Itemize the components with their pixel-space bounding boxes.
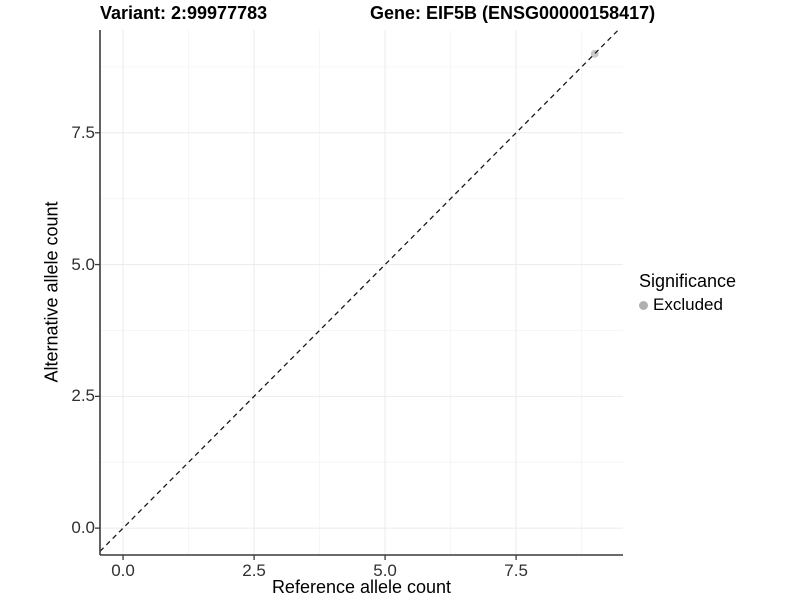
x-tick-label: 2.5 (242, 561, 266, 580)
plot-title-gene: Gene: EIF5B (ENSG00000158417) (370, 3, 656, 23)
y-tick-label: 2.5 (71, 386, 95, 406)
legend: Significance Excluded (639, 271, 736, 315)
legend-title: Significance (639, 271, 737, 291)
x-axis-title: Reference allele count (271, 577, 452, 597)
plot-title-variant: Variant: 2:99977783 (100, 3, 268, 23)
y-tick-label: 5.0 (71, 254, 95, 274)
legend-point-icon (639, 300, 648, 310)
identity-line (99, 29, 619, 552)
y-tick-label: 7.5 (71, 122, 95, 142)
y-axis-title: Alternative allele count (41, 201, 62, 383)
legend-item-label: Excluded (653, 295, 723, 314)
x-tick-label: 5.0 (373, 561, 397, 580)
y-tick-label: 0.0 (71, 518, 95, 538)
legend-item-excluded: Excluded (639, 295, 736, 315)
x-tick-label: 7.5 (504, 561, 528, 580)
x-tick-label: 0.0 (111, 561, 135, 580)
